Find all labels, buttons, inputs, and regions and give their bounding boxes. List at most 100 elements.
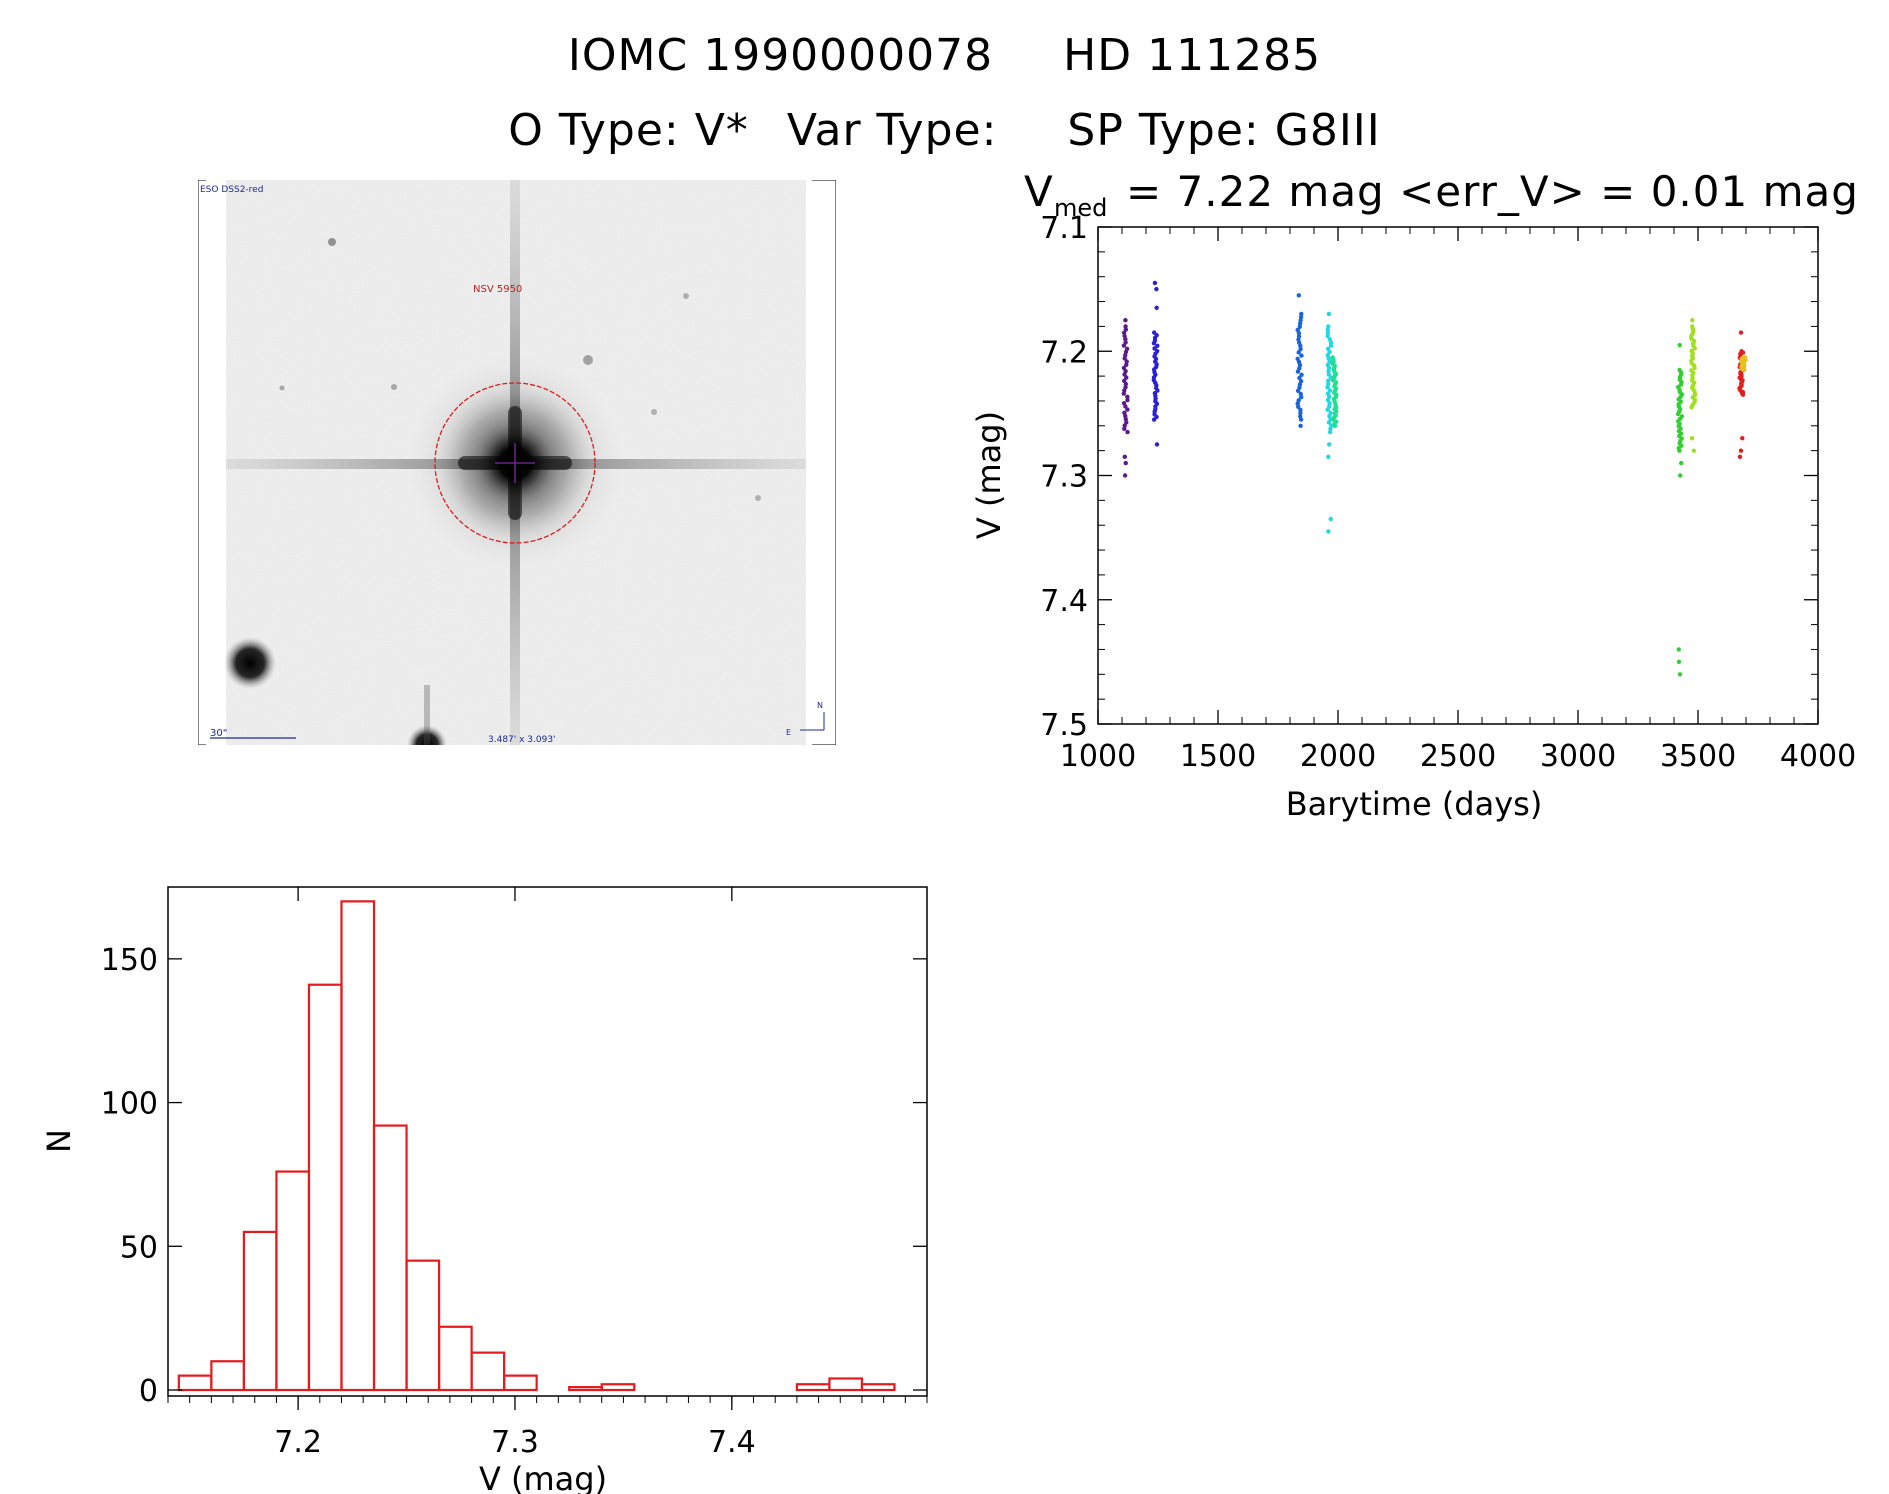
lc-point [1325, 385, 1330, 390]
lc-point [1325, 330, 1331, 336]
hist-ylabel: N [40, 1129, 78, 1153]
lc-point [1123, 324, 1128, 329]
lc-point [1122, 426, 1127, 432]
lc-point [1122, 423, 1127, 428]
lc-xtick-label: 4000 [1780, 739, 1856, 774]
lc-point-outlier [1677, 672, 1683, 677]
compass-north: N [817, 701, 823, 710]
lc-point [1155, 343, 1160, 348]
lc-point-outlier [1326, 311, 1332, 317]
lc-point [1299, 353, 1304, 358]
lc-point-outlier [1296, 293, 1301, 298]
lc-point [1151, 417, 1157, 422]
lc-xtick-label: 2500 [1420, 739, 1496, 774]
lc-xlabel: Barytime (days) [1286, 785, 1543, 823]
hist-bar [600, 1383, 636, 1392]
lc-point [1298, 410, 1303, 416]
lc-point-outlier [1152, 280, 1158, 286]
lc-point [1125, 397, 1130, 403]
lc-xtick-label: 2000 [1300, 739, 1376, 774]
lc-point [1689, 404, 1694, 410]
lc-point [1295, 388, 1301, 393]
lc-point [1298, 346, 1303, 352]
lc-ytick-label: 7.2 [1040, 335, 1088, 370]
lc-ytick-label: 7.3 [1040, 460, 1088, 495]
lc-point [1332, 423, 1338, 428]
object-type: O Type: V* [508, 105, 749, 156]
lc-point [1328, 340, 1334, 345]
var-type: Var Type: [786, 105, 998, 156]
hist-xtick-label: 7.2 [274, 1425, 322, 1460]
lc-point-outlier [1740, 436, 1745, 441]
lc-point [1326, 369, 1331, 374]
hist-xtick-label: 7.3 [491, 1425, 539, 1460]
hist-bar [828, 1377, 864, 1392]
lc-point-outlier [1677, 342, 1682, 348]
lc-title-rest: = 7.22 mag <err_V> = 0.01 mag [1126, 167, 1859, 216]
lc-point [1121, 343, 1127, 348]
lc-point-outlier [1154, 286, 1159, 292]
hist-bar [568, 1386, 603, 1392]
aperture-circle [434, 382, 596, 544]
hist-bar [275, 1170, 311, 1392]
hist-bars [177, 900, 896, 1392]
lc-title-v: V [1024, 167, 1053, 216]
hist-axes: 7.2 7.3 7.4 0 50 100 150 [101, 887, 928, 1460]
lc-point-outlier [1678, 473, 1683, 478]
lc-point-outlier [1326, 454, 1331, 460]
edge-star-spike [424, 685, 430, 745]
lc-point [1692, 365, 1697, 371]
lc-point-outlier [1154, 305, 1159, 310]
lc-point [1124, 362, 1129, 368]
sky-image-panel: ESO DSS2-red NSV 5950 30" 3.487' x 3.093… [197, 179, 837, 765]
hist-bar [795, 1383, 831, 1392]
target-crosshair [495, 443, 535, 483]
lc-point [1330, 417, 1335, 422]
lc-point [1330, 378, 1336, 383]
lc-point [1740, 392, 1746, 397]
lc-point-outlier [1689, 436, 1695, 441]
lc-point [1677, 448, 1682, 453]
sp-type: SP Type: G8III [1067, 105, 1381, 156]
hist-xlabel: V (mag) [479, 1460, 607, 1494]
hist-ytick-label: 0 [139, 1374, 158, 1409]
lc-xtick-label: 3500 [1660, 739, 1736, 774]
lc-point-outlier [1122, 473, 1128, 478]
hist-bar [437, 1325, 473, 1392]
lc-ylabel: V (mag) [970, 411, 1008, 539]
lc-point [1327, 349, 1332, 355]
header-line-1: IOMC 1990000078 HD 111285 [0, 30, 1889, 81]
lc-axes: 1000 1500 2000 2500 3000 3500 4000 7.1 7.2 7.3 7.4… [1040, 211, 1856, 774]
lc-point-outlier [1154, 442, 1160, 447]
lc-point [1326, 372, 1331, 377]
lc-point [1298, 343, 1303, 349]
hist-bar [242, 1230, 278, 1392]
lc-point [1125, 429, 1130, 435]
hist-bar [503, 1374, 538, 1392]
hist-ytick-label: 100 [101, 1087, 158, 1122]
hd-id: HD 111285 [1063, 30, 1322, 81]
hist-bar [470, 1351, 506, 1392]
lc-plot-frame [1097, 226, 1819, 725]
lc-point [1296, 404, 1301, 409]
lc-point-outlier [1326, 442, 1332, 447]
lc-points [1121, 280, 1748, 677]
lc-point-outlier [1123, 460, 1128, 466]
iomc-id: IOMC 1990000078 [567, 30, 994, 81]
lc-point [1296, 350, 1301, 355]
lc-point [1123, 327, 1129, 332]
lc-point [1328, 426, 1333, 432]
lc-point [1123, 404, 1128, 409]
lc-point [1298, 394, 1304, 400]
lc-point [1123, 381, 1129, 387]
lc-point [1298, 318, 1303, 323]
header-line-2: O Type: V* Var Type: SP Type: G8III [0, 105, 1889, 156]
hist-bar [307, 983, 343, 1392]
lc-point [1325, 378, 1331, 384]
lc-point [1299, 311, 1304, 317]
sky-image: ESO DSS2-red NSV 5950 30" 3.487' x 3.093… [197, 179, 837, 765]
lc-point [1325, 327, 1330, 332]
lc-point-outlier [1676, 647, 1681, 652]
lc-title-sub: med [1054, 194, 1107, 222]
scale-label: 30" [210, 728, 227, 739]
